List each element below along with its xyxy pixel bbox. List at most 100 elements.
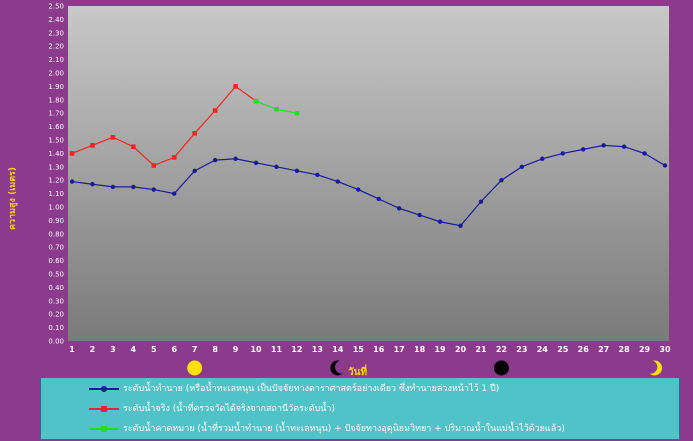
data-point <box>581 147 586 152</box>
x-axis-label: วันที่ <box>348 367 368 378</box>
crescent-moon-dark-icon <box>330 360 349 376</box>
legend-item-predicted: ระดับน้ำทำนาย (หรือน้ำทะเลหนุน เป็นปัจจั… <box>41 380 681 398</box>
y-tick-label: 2.50 <box>48 3 64 11</box>
legend-marker-predicted <box>101 386 107 392</box>
data-point <box>540 156 545 161</box>
legend-marker-expected <box>101 426 107 432</box>
data-point <box>171 155 177 160</box>
y-tick-label: 0.40 <box>48 284 64 292</box>
x-tick-label: 30 <box>659 345 671 354</box>
x-tick-label: 20 <box>455 345 467 354</box>
x-tick-label: 24 <box>537 345 549 354</box>
x-tick-label: 11 <box>271 345 283 354</box>
x-tick-label: 26 <box>578 345 590 354</box>
legend-label-expected: ระดับน้ำคาดหมาย (น้ำที่รวมน้ำทำนาย (น้ำท… <box>123 424 565 434</box>
y-tick-label: 1.60 <box>48 123 64 131</box>
x-tick-label: 6 <box>171 345 177 354</box>
x-tick-label: 18 <box>414 345 426 354</box>
y-tick-label: 0.10 <box>48 324 64 332</box>
data-point <box>233 84 238 89</box>
y-tick-label: 2.20 <box>48 43 64 51</box>
x-tick-label: 15 <box>353 345 365 354</box>
data-point <box>274 164 279 169</box>
x-tick-label: 23 <box>516 345 527 354</box>
data-point <box>437 219 443 224</box>
data-point <box>396 206 402 211</box>
legend-item-actual: ระดับน้ำจริง (น้ำที่ตรวจวัดได้จริงจากสถา… <box>41 400 681 418</box>
y-tick-label: 0.00 <box>48 338 64 346</box>
data-point <box>90 182 95 187</box>
data-point <box>499 178 504 183</box>
new-moon-icon <box>493 360 509 376</box>
crescent-moon-yellow-icon <box>643 360 663 376</box>
x-tick-label: 13 <box>312 345 323 354</box>
data-point <box>642 151 647 156</box>
data-point <box>662 163 668 168</box>
data-point <box>69 179 75 184</box>
y-tick-label: 1.40 <box>48 150 64 158</box>
data-point <box>519 164 525 169</box>
x-tick-label: 25 <box>557 345 569 354</box>
data-point <box>356 187 361 192</box>
data-point <box>151 163 157 168</box>
x-tick-label: 12 <box>291 345 302 354</box>
data-point <box>212 108 218 113</box>
data-point <box>192 131 197 136</box>
x-tick-label: 4 <box>131 345 137 354</box>
x-tick-label: 10 <box>250 345 262 354</box>
x-tick-label: 2 <box>90 345 96 354</box>
data-point <box>601 143 606 148</box>
data-point <box>315 172 320 178</box>
x-tick-label: 29 <box>639 345 651 354</box>
x-tick-label: 7 <box>192 345 198 354</box>
x-tick-label: 5 <box>151 345 157 354</box>
y-tick-label: 1.90 <box>48 83 64 91</box>
y-tick-label: 2.40 <box>48 16 64 24</box>
data-point <box>621 144 627 149</box>
y-axis-label-wrap: ความสูง (เมตร) <box>3 167 18 320</box>
y-tick-label: 1.10 <box>48 190 64 198</box>
legend-marker-actual <box>101 406 107 412</box>
x-tick-label: 27 <box>598 345 609 354</box>
full-moon-icon <box>187 360 203 376</box>
data-point <box>69 151 75 156</box>
legend-label-predicted: ระดับน้ำทำนาย (หรือน้ำทะเลหนุน เป็นปัจจั… <box>123 384 500 394</box>
y-tick-label: 1.80 <box>48 96 64 104</box>
legend-label-actual: ระดับน้ำจริง (น้ำที่ตรวจวัดได้จริงจากสถา… <box>123 404 335 414</box>
x-tick-label: 14 <box>332 345 344 354</box>
y-axis-label: ความสูง (เมตร) <box>8 167 18 230</box>
data-point <box>110 135 116 140</box>
y-tick-label: 0.30 <box>48 297 64 305</box>
x-tick-label: 28 <box>619 345 631 354</box>
data-point <box>417 212 422 218</box>
data-point <box>192 168 197 174</box>
y-tick-label: 0.80 <box>48 230 64 238</box>
y-tick-label: 1.50 <box>48 137 64 145</box>
x-tick-label: 1 <box>69 345 75 354</box>
data-point <box>212 157 218 163</box>
data-point <box>233 156 238 161</box>
series-line-1 <box>71 85 257 167</box>
y-tick-label: 1.20 <box>48 177 64 185</box>
series-line-0 <box>71 144 666 227</box>
data-point <box>253 98 259 104</box>
data-point <box>274 106 279 112</box>
data-point <box>478 199 484 204</box>
data-point <box>151 187 156 192</box>
data-point <box>335 179 341 184</box>
y-tick-label: 0.70 <box>48 244 64 252</box>
data-point <box>131 144 136 149</box>
x-tick-label: 21 <box>475 345 487 354</box>
y-tick-label: 2.00 <box>48 70 64 78</box>
data-point <box>131 184 136 190</box>
x-tick-label: 22 <box>496 345 507 354</box>
y-tick-label: 0.60 <box>48 257 64 265</box>
y-tick-label: 0.90 <box>48 217 64 225</box>
data-point <box>294 110 300 116</box>
y-tick-label: 0.20 <box>48 311 64 319</box>
y-tick-label: 1.70 <box>48 110 64 118</box>
y-tick-label: 1.30 <box>48 163 64 171</box>
